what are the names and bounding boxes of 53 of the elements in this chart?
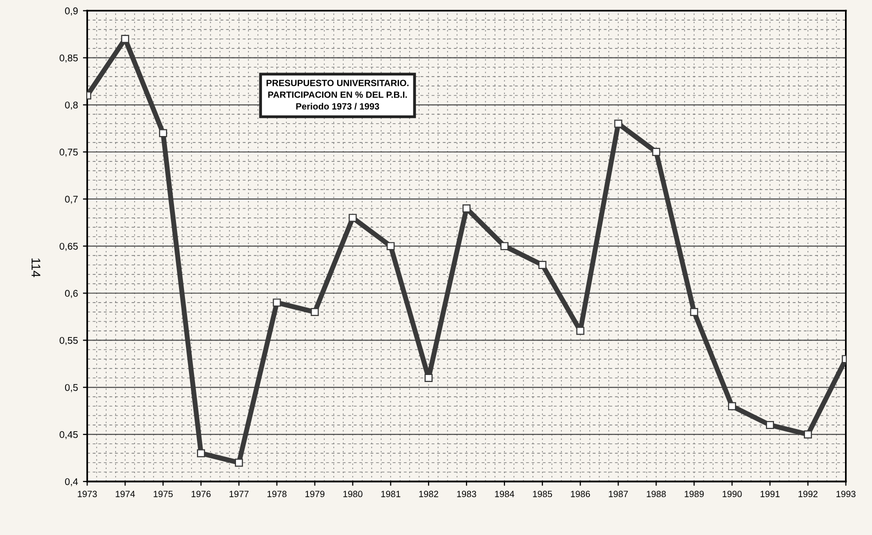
x-tick-label: 1990 xyxy=(722,490,742,498)
x-tick-label: 1983 xyxy=(457,490,476,498)
x-tick-label: 1986 xyxy=(570,490,590,498)
point xyxy=(690,308,698,316)
x-tick-label: 1985 xyxy=(533,490,552,498)
point xyxy=(538,260,546,269)
y-tick-label: 0,4 xyxy=(65,478,78,486)
x-tick-label: 1984 xyxy=(495,490,514,498)
point xyxy=(576,326,584,335)
y-tick-label: 0,45 xyxy=(60,431,78,440)
y-tick-label: 0,5 xyxy=(65,384,78,392)
x-tick-label: 1975 xyxy=(154,490,173,498)
point xyxy=(424,374,433,382)
point xyxy=(121,34,130,43)
point xyxy=(234,458,243,467)
y-tick-label: 0,8 xyxy=(65,102,78,110)
x-tick-label: 1973 xyxy=(78,490,97,498)
point xyxy=(348,214,357,222)
x-tick-label: 1979 xyxy=(305,490,324,498)
point xyxy=(196,449,206,458)
text: PRESUPUESTO UNIVERSITARIO. PARTICIPACION EN % DEL P.B.I. Periodo 1973 / 1993 xyxy=(266,80,408,110)
y-tick-label: 0,7 xyxy=(65,196,78,204)
x-tick-label: 1982 xyxy=(419,490,438,498)
point xyxy=(728,402,736,410)
y-tick-label: 0,55 xyxy=(60,336,78,346)
x-tick-label: 1991 xyxy=(760,490,780,498)
point xyxy=(159,129,168,138)
y-tick-label: 0,85 xyxy=(60,54,78,63)
point xyxy=(386,242,395,250)
x-tick-label: 1992 xyxy=(798,490,818,498)
y-tick-label: 0,6 xyxy=(65,290,78,298)
x-tick-label: 1974 xyxy=(116,490,135,498)
x-tick-label: 1989 xyxy=(684,490,704,498)
y-tick-label: 0,9 xyxy=(65,7,78,16)
text: 114 xyxy=(32,258,40,278)
x-tick-label: 1980 xyxy=(343,490,362,498)
x-tick-label: 1993 xyxy=(836,490,856,498)
y-tick-label: 0,65 xyxy=(60,242,78,251)
x-tick-label: 1976 xyxy=(192,490,211,498)
point xyxy=(652,148,660,156)
x-tick-label: 1977 xyxy=(230,490,249,498)
x-tick-label: 1987 xyxy=(608,490,628,498)
point xyxy=(310,308,319,316)
point xyxy=(272,298,281,307)
point xyxy=(500,242,508,250)
y-tick-label: 0,75 xyxy=(60,148,78,157)
point xyxy=(614,120,622,128)
x-tick-label: 1988 xyxy=(646,490,666,498)
point xyxy=(462,204,471,212)
x-tick-label: 1981 xyxy=(381,490,400,498)
point xyxy=(804,430,812,438)
point xyxy=(766,420,774,430)
x-tick-label: 1978 xyxy=(268,490,287,498)
